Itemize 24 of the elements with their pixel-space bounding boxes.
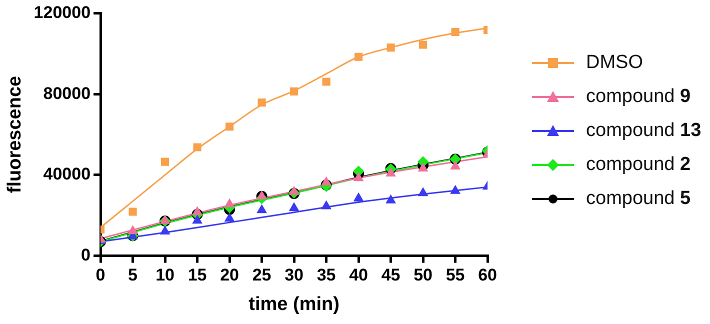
x-tick-label: 45 xyxy=(381,266,400,285)
legend-label: compound 13 xyxy=(586,120,702,142)
x-tick-label: 10 xyxy=(156,266,174,285)
legend-label: compound 2 xyxy=(586,154,691,176)
x-tick-label: 30 xyxy=(284,266,304,285)
y-axis-title: fluorescence xyxy=(4,76,26,194)
y-tick-label: 0 xyxy=(81,245,91,264)
x-tick-label: 60 xyxy=(478,266,498,285)
x-tick-label: 40 xyxy=(349,266,368,285)
legend-label: compound 9 xyxy=(586,86,691,108)
legend-label: compound 5 xyxy=(586,188,691,210)
x-tick-label: 55 xyxy=(446,266,465,285)
x-tick-label: 50 xyxy=(414,266,433,285)
x-tick-label: 35 xyxy=(316,266,336,285)
x-tick-label: 15 xyxy=(188,266,207,285)
x-tick-label: 25 xyxy=(252,266,272,285)
x-tick-label: 5 xyxy=(128,266,138,285)
x-axis-title: time (min) xyxy=(248,294,340,315)
x-tick-label: 0 xyxy=(96,266,106,285)
x-tick-label: 20 xyxy=(220,266,239,285)
y-tick-label: 120000 xyxy=(34,2,91,22)
y-tick-label: 40000 xyxy=(43,164,91,184)
legend-label: DMSO xyxy=(586,52,643,74)
y-tick-label: 80000 xyxy=(43,84,91,103)
